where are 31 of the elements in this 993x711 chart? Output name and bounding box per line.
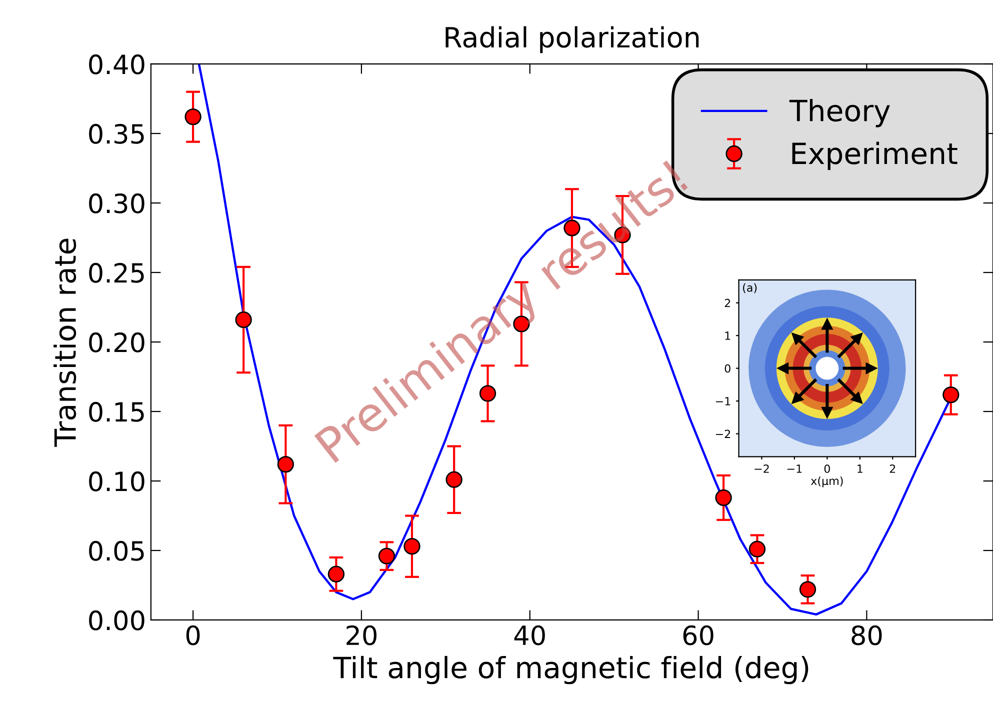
x-tick-label: 60 (683, 625, 714, 646)
y-tick-label: 0.15 (89, 402, 144, 422)
text: −1 (716, 397, 730, 406)
x-tick-label: 0 (186, 625, 200, 646)
text: 1 (725, 332, 730, 340)
annotation: 0 (824, 464, 830, 473)
text: 0 (724, 364, 730, 373)
y-tick-label: 0.25 (89, 262, 144, 283)
y-axis-title: Transition rate (54, 238, 76, 447)
chart-title: Radial polarization (446, 26, 699, 54)
y-tick-label: 0.35 (89, 124, 144, 144)
x-tick-label: 80 (852, 625, 882, 646)
text: 2 (724, 298, 730, 308)
annotation: (a) (743, 283, 757, 294)
y-tick-label: 0.05 (89, 540, 144, 561)
x-tick-label: 20 (346, 625, 376, 646)
annotation: x(μm) (810, 476, 843, 488)
y-tick-label: 0.10 (89, 471, 144, 492)
y-tick-label: 0.40 (89, 54, 144, 74)
legend-label: Experiment (792, 142, 958, 170)
x-tick-label: 40 (514, 625, 545, 646)
legend-label: Theory (789, 98, 890, 128)
text: −2 (716, 430, 730, 438)
annotation: −1 (787, 464, 802, 473)
y-tick-label: 0.30 (89, 193, 144, 214)
annotation: 1 (858, 464, 862, 473)
y-tick-label: 0.20 (89, 332, 144, 352)
annotation: −2 (754, 464, 769, 473)
x-axis-title: Tilt angle of magnetic field (deg) (333, 656, 808, 684)
y-tick-label: 0.00 (89, 610, 144, 630)
annotation: 2 (890, 464, 896, 473)
